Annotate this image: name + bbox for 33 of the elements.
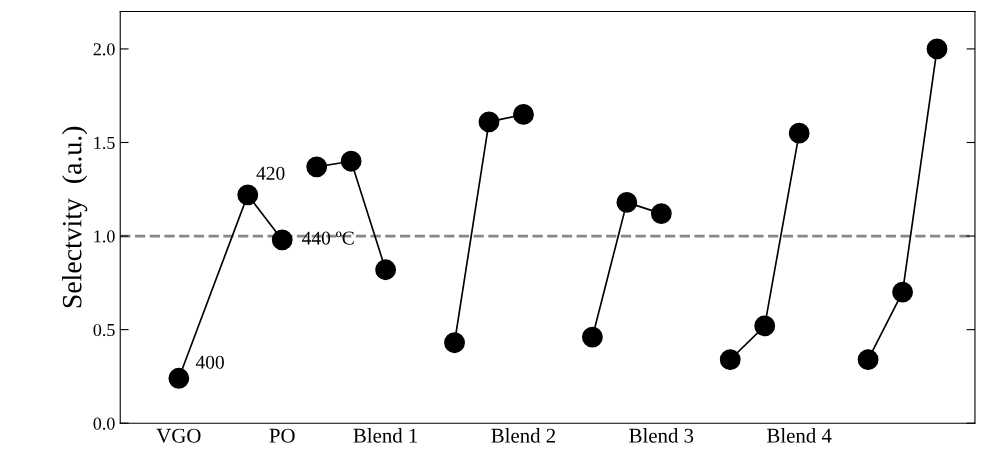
point — [478, 111, 500, 133]
point — [926, 38, 948, 60]
y-tick-label: 1.0 — [94, 230, 115, 243]
point — [650, 203, 672, 225]
point — [340, 150, 362, 172]
x-tick-label: Blend 2 — [491, 428, 556, 443]
point — [444, 332, 465, 354]
y-axis-title: Selectvity (a.u.) — [61, 126, 88, 308]
x-tick-label: PO — [269, 428, 295, 443]
point — [237, 184, 259, 206]
y-tick-label: 2.0 — [93, 43, 115, 56]
point — [754, 315, 776, 337]
x-tick-label: Blend 3 — [629, 428, 694, 443]
point — [892, 281, 913, 303]
y-tick-label: 1.5 — [94, 136, 115, 150]
annotation: 420 — [256, 166, 285, 180]
y-tick-label: 0.5 — [93, 323, 115, 337]
point — [857, 349, 879, 370]
point — [581, 326, 603, 348]
point — [616, 191, 638, 213]
x-tick-label: Blend 1 — [353, 428, 418, 443]
x-tick-label: VGO — [156, 428, 201, 443]
point — [168, 367, 190, 389]
annotation: 440 ºC — [302, 231, 354, 245]
point — [513, 104, 534, 125]
point — [719, 349, 741, 370]
x-tick-label: Blend 4 — [767, 428, 832, 443]
point — [306, 156, 328, 178]
point — [271, 229, 293, 251]
point — [375, 259, 397, 281]
annotation: 400 — [195, 355, 224, 369]
y-tick-label: 0.0 — [93, 417, 115, 430]
point — [788, 122, 810, 144]
